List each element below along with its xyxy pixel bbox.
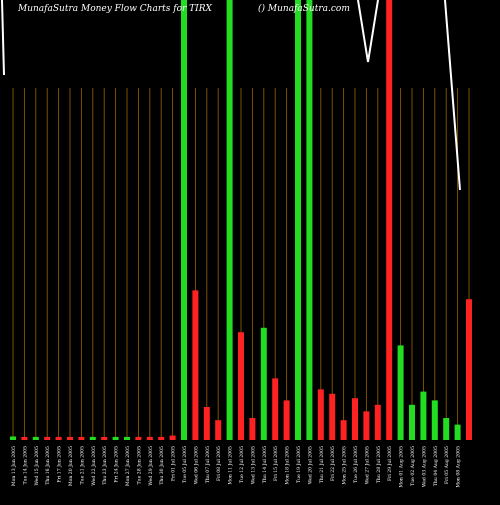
bar [306, 0, 313, 440]
bar [283, 400, 290, 440]
bar [44, 436, 51, 440]
x-tick-label: Tue 02 Aug 2005 [410, 446, 416, 486]
bar [192, 290, 199, 440]
bar [340, 420, 347, 440]
bar [260, 327, 267, 440]
bar [238, 332, 244, 440]
bar [203, 407, 210, 440]
bar [215, 420, 222, 440]
bar [181, 0, 187, 440]
x-tick-label: Tue 14 Jun 2005 [22, 446, 28, 484]
x-tick-label: Tue 26 Jul 2005 [353, 446, 359, 483]
bar [443, 418, 450, 440]
x-tick-label: Fri 24 Jun 2005 [114, 446, 120, 483]
bar [454, 424, 461, 440]
x-tick-label: Wed 06 Jul 2005 [193, 446, 199, 484]
x-tick-label: Thu 14 Jul 2005 [262, 446, 268, 483]
x-tick-label: Mon 08 Aug 2005 [456, 446, 462, 488]
x-tick-label: Fri 22 Jul 2005 [330, 446, 336, 481]
x-tick-label: Wed 27 Jul 2005 [364, 446, 370, 484]
x-tick-label: Tue 12 Jul 2005 [239, 446, 245, 483]
x-tick-label: Fri 15 Jul 2005 [273, 446, 279, 481]
bar [466, 299, 472, 440]
bar [32, 436, 39, 440]
x-tick-label: Fri 17 Jun 2005 [57, 446, 63, 483]
x-tick-label: Thu 28 Jul 2005 [376, 446, 382, 483]
bar [431, 400, 438, 440]
bar-series [10, 0, 472, 440]
x-tick-label: Tue 28 Jun 2005 [136, 446, 142, 484]
x-tick-label: Mon 13 Jun 2005 [11, 446, 17, 486]
x-tick-label: Thu 21 Jul 2005 [319, 446, 325, 483]
bar [55, 436, 62, 440]
bar [112, 436, 119, 440]
x-tick-label: Thu 04 Aug 2005 [433, 446, 439, 486]
line-segment [357, 0, 379, 63]
x-tick-label: Mon 11 Jul 2005 [228, 446, 234, 485]
x-tick-label: Thu 16 Jun 2005 [45, 446, 51, 485]
x-tick-label: Fri 08 Jul 2005 [216, 446, 222, 481]
x-tick-label: Wed 15 Jun 2005 [34, 446, 40, 486]
bar [226, 0, 233, 440]
x-tick-label: Mon 01 Aug 2005 [399, 446, 405, 488]
bar [272, 378, 279, 440]
bar [397, 345, 404, 440]
bar [146, 436, 153, 440]
x-tick-label: Wed 29 Jun 2005 [148, 446, 154, 486]
bar [21, 436, 28, 440]
x-tick-label: Mon 25 Jul 2005 [342, 446, 348, 485]
x-tick-label: Wed 03 Aug 2005 [421, 446, 427, 487]
bar [135, 436, 142, 440]
x-tick-label: Thu 23 Jun 2005 [102, 446, 108, 485]
x-tick-label: Mon 20 Jun 2005 [68, 446, 74, 486]
bar [169, 435, 176, 440]
line-segment [1, 0, 5, 76]
bar [78, 436, 85, 440]
bar [10, 436, 16, 440]
x-tick-label: Tue 05 Jul 2005 [182, 446, 188, 483]
bar [89, 436, 96, 440]
x-tick-label: Wed 13 Jul 2005 [250, 446, 256, 484]
bar [352, 398, 358, 440]
bar [67, 436, 73, 440]
bar [374, 404, 381, 440]
x-tick-label: Mon 18 Jul 2005 [285, 446, 291, 485]
bar [295, 0, 301, 440]
bar [317, 389, 324, 440]
line-segment [444, 0, 461, 191]
x-tick-label: Tue 21 Jun 2005 [79, 446, 85, 484]
x-tick-label: Wed 22 Jun 2005 [91, 446, 97, 486]
bar [363, 411, 370, 440]
x-tick-label: Thu 30 Jun 2005 [159, 446, 165, 485]
bar [386, 0, 393, 440]
bar [329, 393, 336, 440]
bar [420, 391, 427, 440]
x-tick-label: Fri 01 Jul 2005 [171, 446, 177, 481]
bar [101, 436, 108, 440]
x-tick-label: Wed 20 Jul 2005 [307, 446, 313, 484]
x-tick-label: Thu 07 Jul 2005 [205, 446, 211, 483]
bar [249, 418, 256, 440]
x-tick-label: Fri 05 Aug 2005 [444, 446, 450, 484]
x-tick-labels: Mon 13 Jun 2005 Tue 14 Jun 2005 Wed 15 Jun… [11, 446, 462, 488]
bar [124, 436, 130, 440]
bar [409, 404, 415, 440]
bar [158, 436, 165, 440]
x-tick-label: Fri 29 Jul 2005 [387, 446, 393, 481]
chart-title: MunafaSutra Money Flow Charts for TIRX [17, 4, 212, 14]
site-credit: () MunafaSutra.com [258, 3, 350, 14]
line-series [1, 0, 461, 191]
x-tick-label: Mon 27 Jun 2005 [125, 446, 131, 486]
x-tick-label: Tue 19 Jul 2005 [296, 446, 302, 483]
